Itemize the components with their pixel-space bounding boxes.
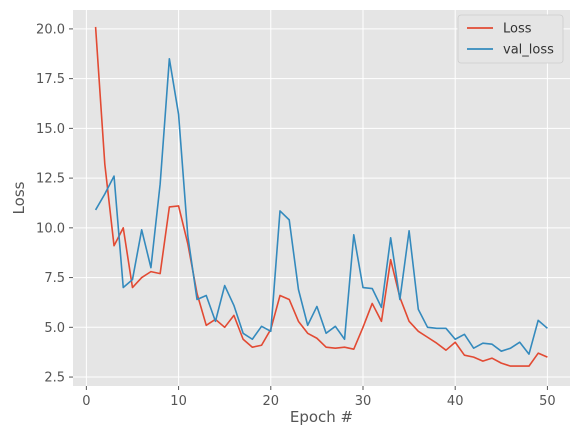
- plot-area: [73, 10, 570, 386]
- y-tick-label: 20.0: [36, 22, 65, 37]
- y-tick-label: 12.5: [36, 172, 65, 187]
- x-axis-label: Epoch #: [290, 408, 353, 426]
- y-tick-label: 2.5: [44, 371, 65, 386]
- x-tick-label: 30: [355, 394, 372, 409]
- y-tick-label: 7.5: [44, 271, 65, 286]
- legend: Loss val_loss: [457, 14, 564, 64]
- ticks: 0 10 20 30 40 50 2.5 5.0 7.5 10.0 12.5 15.0 17.5 20.0: [36, 22, 556, 409]
- y-tick-label: 5.0: [44, 321, 65, 336]
- series-line-loss: [94, 26, 548, 367]
- x-tick-label: 20: [263, 394, 280, 409]
- y-tick-label: 17.5: [36, 72, 65, 87]
- y-tick-label: 15.0: [36, 122, 65, 137]
- x-tick-label: 0: [82, 394, 90, 409]
- x-tick-label: 50: [539, 394, 556, 409]
- series-layer: [94, 26, 548, 367]
- legend-box: [457, 14, 564, 64]
- x-tick-label: 10: [170, 394, 187, 409]
- y-axis-label: Loss: [10, 181, 28, 214]
- series-line-val-loss: [94, 57, 548, 355]
- legend-label: Loss: [503, 22, 532, 37]
- y-tick-label: 10.0: [36, 221, 65, 236]
- legend-label: val_loss: [503, 43, 554, 58]
- x-tick-label: 40: [447, 394, 464, 409]
